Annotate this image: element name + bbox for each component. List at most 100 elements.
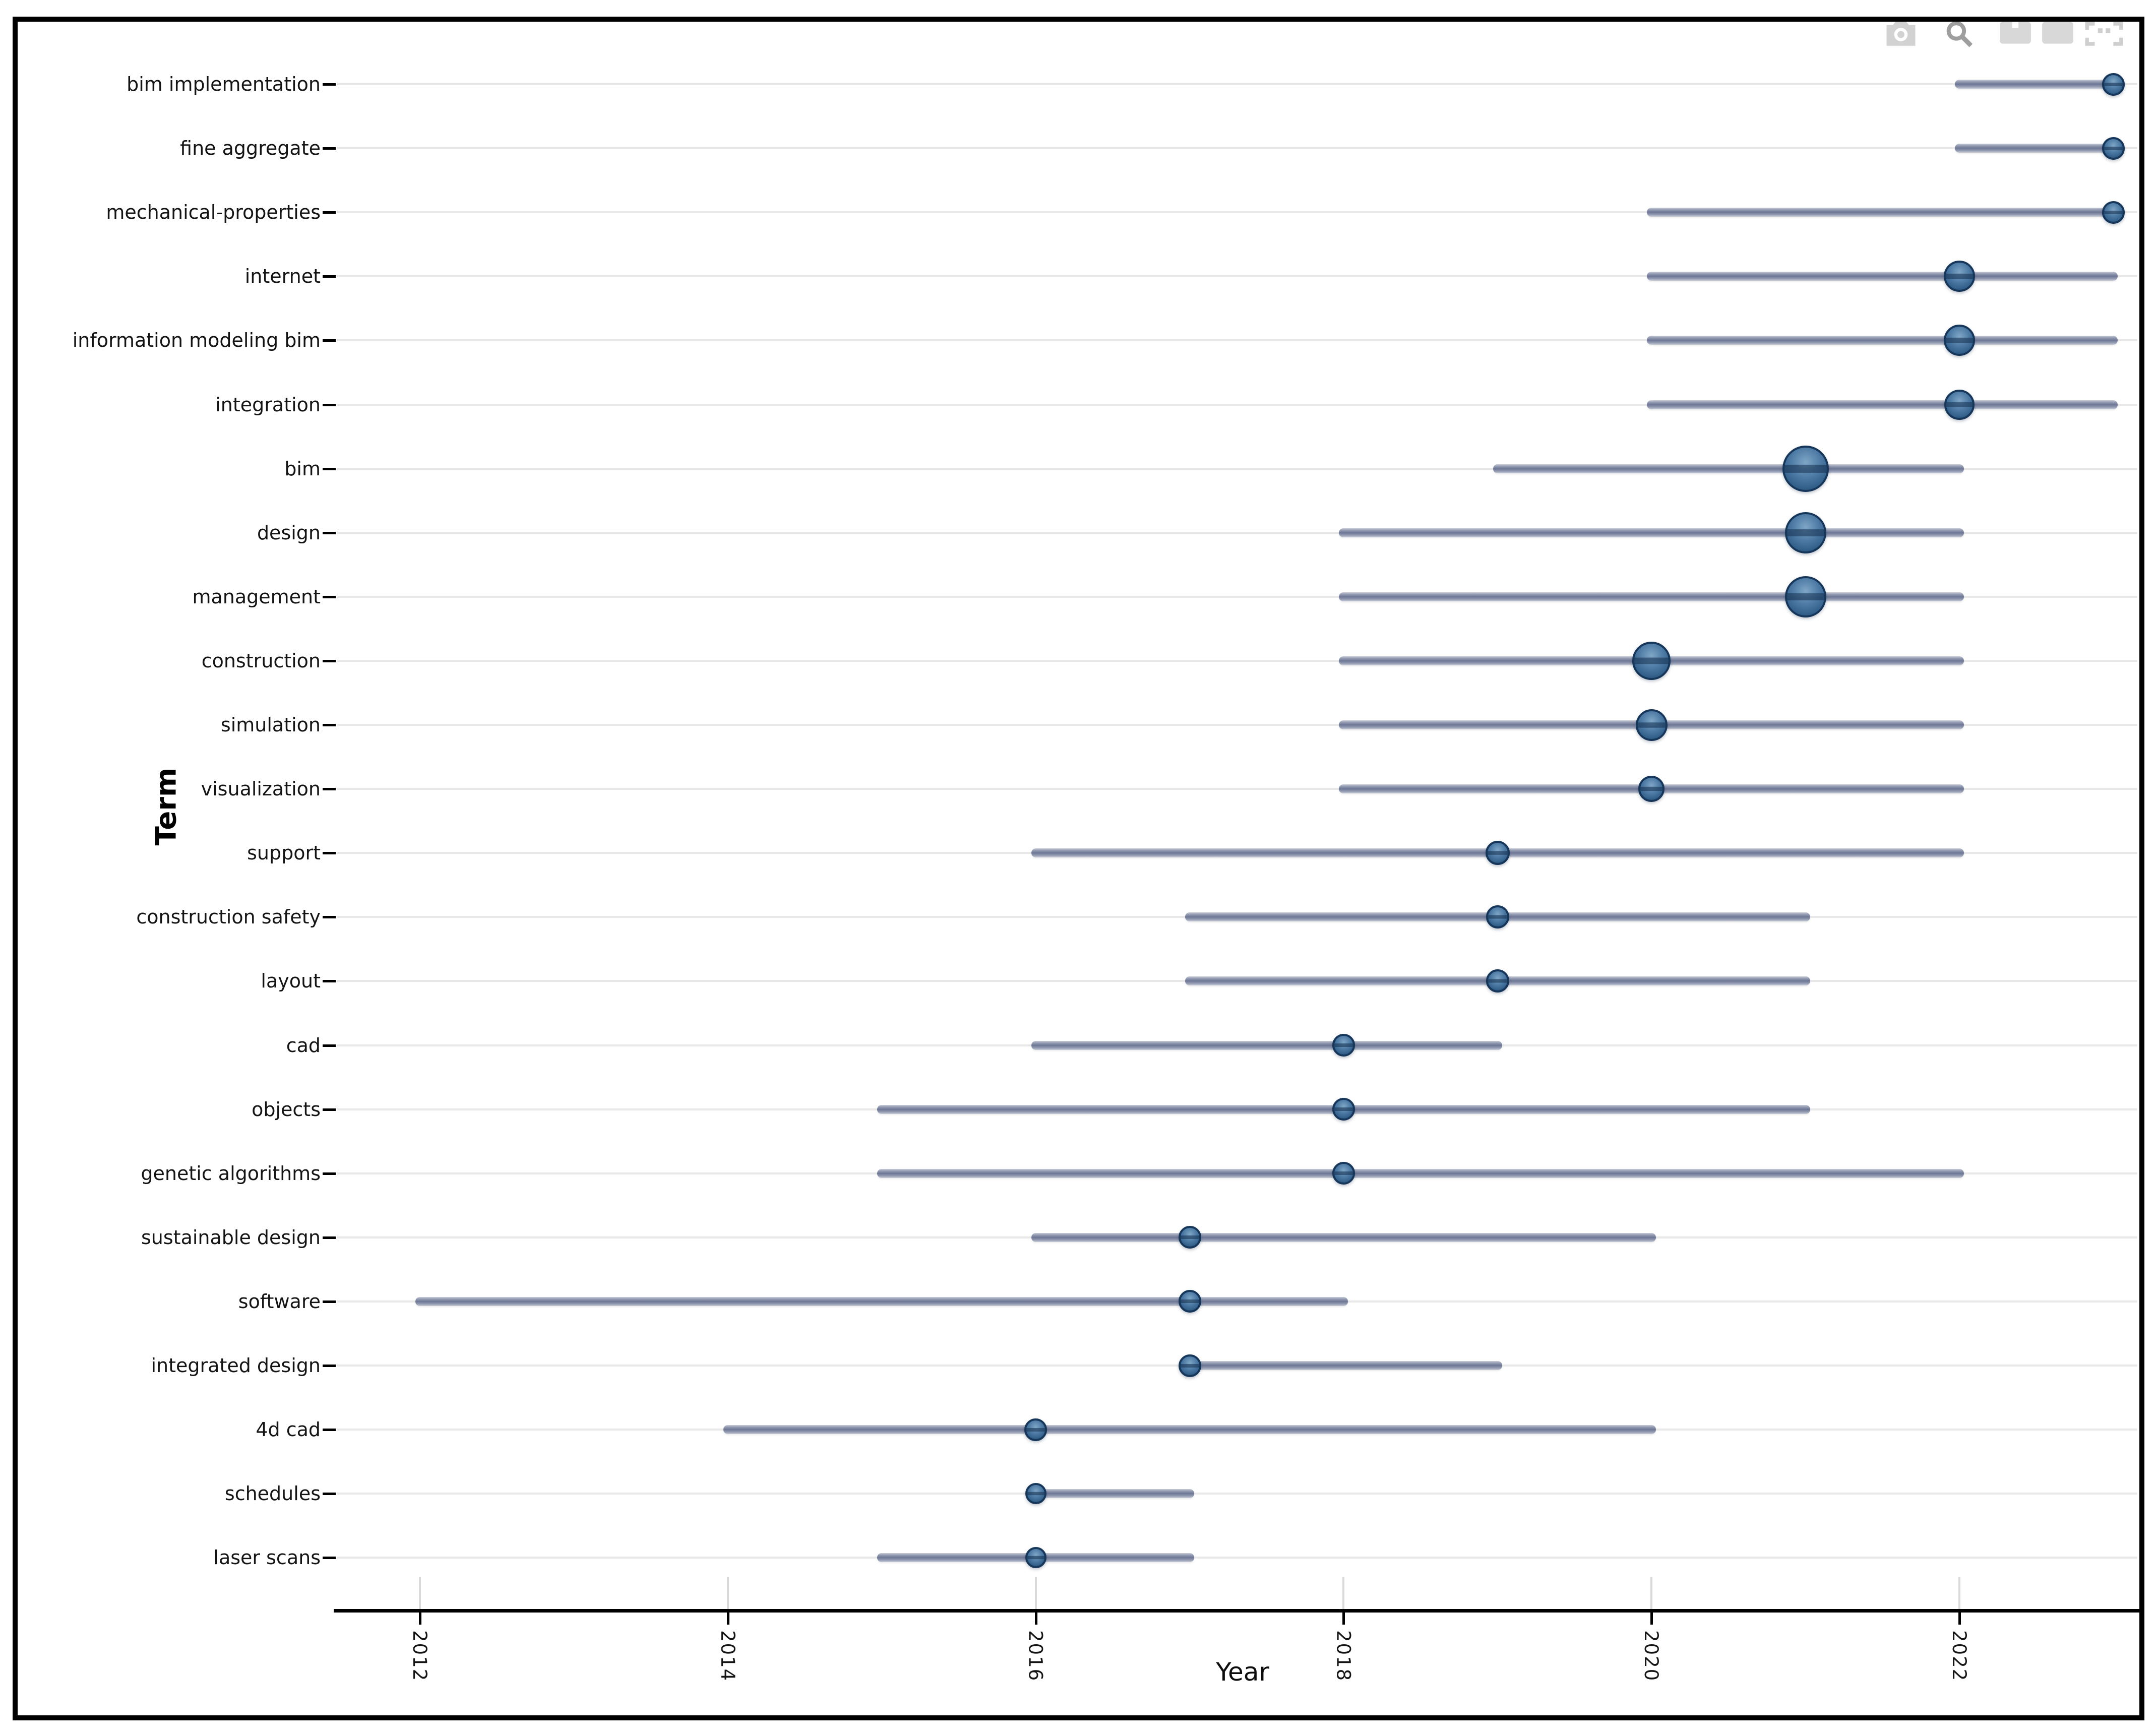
term-label: integration [215,393,321,416]
x-tick-label: 2016 [1024,1630,1046,1682]
term-label: information modeling bim [72,329,321,352]
y-tick-mark [323,147,336,150]
y-tick-mark [323,531,336,534]
term-peak-bubble[interactable] [1944,389,1975,420]
y-tick-mark [323,595,336,598]
term-year-range[interactable] [1031,1040,1502,1050]
y-tick-mark [323,467,336,470]
term-peak-bubble[interactable] [2102,73,2125,96]
term-peak-bubble[interactable] [1178,1290,1201,1313]
term-peak-bubble[interactable] [2102,201,2125,224]
term-label: bim [284,457,321,480]
term-year-range[interactable] [1647,272,2118,281]
term-label: construction [201,649,321,672]
term-year-range[interactable] [1493,464,1964,473]
pan-icon[interactable] [1998,20,2032,45]
term-peak-bubble[interactable] [1486,905,1509,929]
y-tick-mark [323,1044,336,1047]
x-tick-mark [1034,1613,1037,1625]
x-tick-label: 2022 [1948,1630,1970,1682]
term-peak-bubble[interactable] [1485,841,1510,865]
y-tick-mark [323,1108,336,1111]
x-gridline-stub [1342,1577,1345,1609]
term-year-range[interactable] [1955,144,2118,153]
term-peak-bubble[interactable] [1784,512,1826,553]
x-tick-mark [1342,1613,1345,1625]
term-year-range[interactable] [1031,1232,1656,1242]
term-peak-bubble[interactable] [1178,1354,1201,1377]
term-label: mechanical-properties [106,201,321,224]
term-peak-bubble[interactable] [1632,641,1671,680]
camera-icon[interactable] [1882,20,1920,47]
row-gridline [337,467,2137,470]
term-label: integrated design [151,1354,321,1377]
term-peak-bubble[interactable] [1025,1547,1046,1569]
plotly-modebar [0,20,2156,50]
term-peak-bubble[interactable] [1332,1098,1355,1121]
y-tick-mark [323,403,336,406]
x-gridline-stub [1034,1577,1037,1609]
row-gridline [337,1557,2137,1559]
x-tick-label: 2012 [409,1630,430,1682]
row-gridline [337,83,2137,85]
term-peak-bubble[interactable] [1635,709,1668,741]
term-peak-bubble[interactable] [2102,137,2125,160]
term-year-range[interactable] [1955,80,2118,89]
term-peak-bubble[interactable] [1782,445,1829,492]
term-peak-bubble[interactable] [1025,1483,1046,1505]
term-peak-bubble[interactable] [1486,969,1509,993]
term-label: sustainable design [141,1226,321,1249]
x-axis-line [334,1609,2140,1613]
x-tick-mark [419,1613,421,1625]
y-tick-mark [323,339,336,342]
term-year-range[interactable] [723,1425,1656,1435]
y-tick-mark [323,659,336,662]
term-label: genetic algorithms [141,1162,321,1185]
term-label: management [192,585,321,608]
term-year-range[interactable] [877,1168,1964,1178]
term-year-range[interactable] [1647,336,2118,345]
y-tick-mark [323,1557,336,1560]
row-gridline [337,147,2137,150]
term-peak-bubble[interactable] [1178,1226,1201,1249]
term-label: fine aggregate [180,137,321,160]
term-year-range[interactable] [1647,208,2118,217]
term-peak-bubble[interactable] [1332,1034,1355,1057]
y-tick-mark [323,1429,336,1432]
autoscale-icon[interactable] [2084,20,2124,47]
row-gridline [337,788,2137,790]
term-peak-bubble[interactable] [1332,1162,1355,1185]
y-tick-mark [323,211,336,214]
term-year-range[interactable] [1339,528,1964,537]
term-year-range[interactable] [1339,592,1964,601]
term-label: bim implementation [127,73,321,95]
term-label: internet [244,265,321,288]
term-year-range[interactable] [1647,400,2118,409]
row-gridline [337,403,2137,406]
row-gridline [337,211,2137,214]
x-gridline-stub [1650,1577,1653,1609]
term-peak-bubble[interactable] [1944,261,1975,292]
row-gridline [337,531,2137,534]
term-year-range[interactable] [1031,1489,1194,1499]
y-tick-mark [323,724,336,726]
y-tick-mark [323,83,336,86]
zoom-icon[interactable] [1944,20,1975,49]
term-year-range[interactable] [415,1296,1348,1306]
y-tick-mark [323,1300,336,1303]
x-gridline-stub [1958,1577,1960,1609]
row-gridline [337,1493,2137,1495]
x-tick-label: 2014 [716,1630,738,1682]
box-select-icon[interactable] [2041,20,2075,45]
term-peak-bubble[interactable] [1024,1418,1048,1441]
term-peak-bubble[interactable] [1944,325,1975,356]
term-label: software [238,1290,321,1313]
term-peak-bubble[interactable] [1638,776,1665,802]
term-label: cad [286,1034,321,1057]
term-year-range[interactable] [1185,1361,1502,1370]
y-tick-mark [323,1172,336,1175]
term-peak-bubble[interactable] [1784,576,1826,617]
y-tick-mark [323,916,336,919]
